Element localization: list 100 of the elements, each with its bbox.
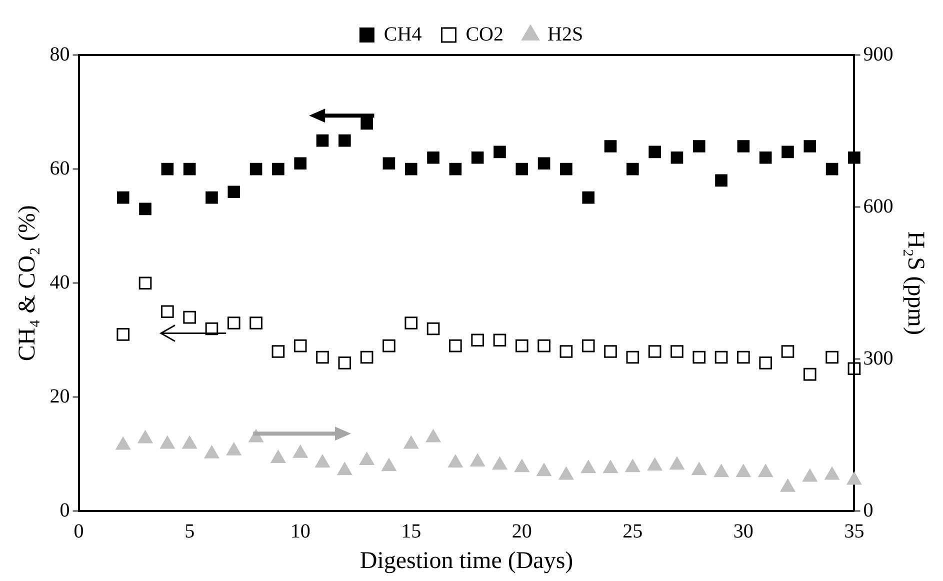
point xyxy=(426,322,440,336)
point xyxy=(182,436,197,449)
point xyxy=(227,316,240,330)
point xyxy=(272,345,285,358)
point xyxy=(449,339,462,352)
point xyxy=(205,322,218,336)
point xyxy=(848,362,861,376)
point xyxy=(382,458,396,472)
x-tick-label: 0 xyxy=(74,520,84,542)
point xyxy=(604,140,617,152)
point xyxy=(382,339,396,352)
point xyxy=(426,429,441,442)
legend-label: H2S xyxy=(548,23,584,46)
point xyxy=(228,186,240,198)
x-tick-label: 5 xyxy=(184,520,195,542)
x-tick-label: 15 xyxy=(401,520,422,542)
point xyxy=(494,146,506,158)
point xyxy=(471,151,484,164)
point xyxy=(294,157,306,170)
point xyxy=(448,454,463,468)
point xyxy=(337,462,352,476)
x-tick-label: 20 xyxy=(512,520,532,542)
point xyxy=(759,356,772,370)
point xyxy=(183,162,196,176)
point xyxy=(382,157,396,170)
y-tick-label: 40 xyxy=(50,271,70,294)
point xyxy=(648,146,661,158)
point xyxy=(714,464,729,478)
y2-tick-label: 600 xyxy=(863,195,894,218)
point xyxy=(250,316,262,330)
point xyxy=(116,328,130,341)
point xyxy=(116,436,131,450)
point xyxy=(826,350,838,364)
y2-tick-label: 300 xyxy=(863,347,894,370)
point xyxy=(272,162,284,176)
point xyxy=(316,134,329,147)
point xyxy=(449,162,462,176)
point xyxy=(804,140,816,152)
point xyxy=(294,339,307,352)
point xyxy=(580,460,596,474)
point xyxy=(204,445,220,458)
point xyxy=(160,436,175,449)
point xyxy=(316,350,329,364)
y2-tick-label: 0 xyxy=(863,499,874,522)
point xyxy=(736,464,751,478)
x-tick-label: 25 xyxy=(622,520,643,542)
point xyxy=(404,436,419,449)
point xyxy=(603,460,618,474)
point xyxy=(404,162,418,176)
point xyxy=(538,157,550,170)
point xyxy=(161,305,174,318)
point xyxy=(582,339,595,352)
y2-axis-title: H₂S (ppm) xyxy=(902,231,928,335)
point xyxy=(692,140,706,152)
point xyxy=(715,174,728,187)
point xyxy=(848,151,860,164)
point xyxy=(648,345,662,358)
point xyxy=(516,162,528,176)
point xyxy=(692,462,707,476)
point xyxy=(139,202,152,216)
point xyxy=(183,310,196,324)
point xyxy=(359,452,374,466)
point xyxy=(626,162,639,176)
point xyxy=(846,472,862,485)
point xyxy=(781,345,794,358)
point xyxy=(206,191,218,204)
point xyxy=(538,339,550,352)
point xyxy=(138,276,152,290)
point xyxy=(670,345,684,358)
point xyxy=(558,466,574,480)
y-tick-label: 60 xyxy=(50,157,70,180)
point xyxy=(338,356,352,370)
point xyxy=(514,459,530,472)
point xyxy=(138,430,153,444)
legend-label: CH4 xyxy=(384,23,422,46)
point xyxy=(626,350,640,364)
y-axis-title: CH₄ & CO₂ (%) xyxy=(14,205,41,362)
point xyxy=(560,345,573,358)
point xyxy=(471,334,484,347)
point xyxy=(782,146,794,158)
x-tick-label: 10 xyxy=(290,520,310,542)
point xyxy=(116,191,130,204)
y-tick-label: 0 xyxy=(60,499,70,522)
point xyxy=(404,316,418,330)
point xyxy=(670,151,684,164)
point xyxy=(493,334,506,347)
point xyxy=(536,463,552,476)
point xyxy=(250,162,262,176)
point xyxy=(802,468,818,482)
point xyxy=(824,466,840,480)
point xyxy=(670,456,684,470)
point xyxy=(625,459,640,472)
point xyxy=(315,454,330,468)
point xyxy=(714,350,728,364)
point xyxy=(360,350,374,364)
point xyxy=(647,458,662,471)
point xyxy=(492,456,508,470)
point xyxy=(582,191,595,204)
point xyxy=(292,444,308,458)
point xyxy=(826,162,838,176)
